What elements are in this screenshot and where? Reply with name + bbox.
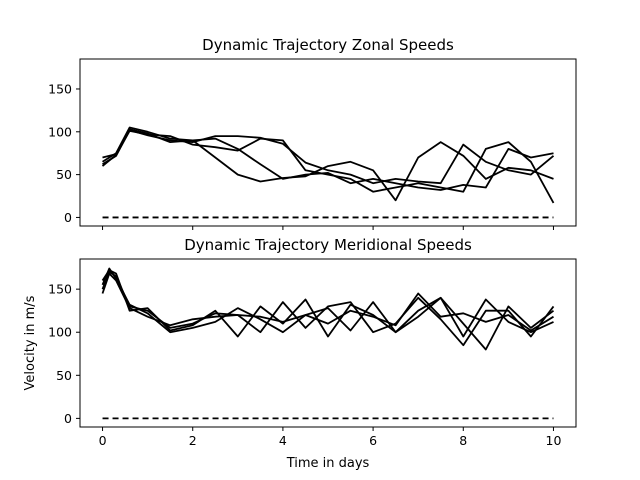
- trajectory-line-4: [101, 129, 555, 204]
- trajectory-line-3: [102, 128, 554, 202]
- x-tick-label: 6: [369, 433, 377, 448]
- zonal-plot-area: 0 50 100 150: [48, 81, 555, 230]
- zonal-speeds-panel: Dynamic Trajectory Zonal Speeds 0 50 100 15…: [48, 36, 577, 230]
- x-tick-label: 10: [546, 433, 562, 448]
- zonal-chart-title: Dynamic Trajectory Zonal Speeds: [202, 36, 454, 54]
- y-tick-label: 100: [48, 325, 72, 340]
- y-tick-label: 0: [64, 411, 72, 426]
- meridional-axes-frame: [79, 258, 577, 428]
- meridional-plot-area: 0 50 100 150 0 2 4 6 8 10: [48, 267, 562, 448]
- x-tick-label: 2: [189, 433, 197, 448]
- y-tick-label: 50: [56, 167, 72, 182]
- y-tick-label: 50: [56, 368, 72, 383]
- y-axis-label: Velocity in m/s: [23, 295, 38, 390]
- x-tick-label: 0: [99, 433, 107, 448]
- x-axis-label: Time in days: [286, 456, 370, 471]
- y-tick-label: 100: [48, 124, 72, 139]
- zonal-axes-frame: [79, 58, 577, 227]
- meridional-speeds-panel: Dynamic Trajectory Meridional Speeds 0 50…: [23, 236, 577, 471]
- y-tick-label: 150: [48, 282, 72, 297]
- y-tick-label: 0: [64, 210, 72, 225]
- trajectory-line-2: [101, 269, 555, 351]
- trajectory-line-4: [101, 267, 554, 334]
- x-tick-label: 4: [279, 433, 287, 448]
- y-tick-label: 150: [48, 81, 72, 96]
- x-tick-label: 8: [459, 433, 467, 448]
- meridional-chart-title: Dynamic Trajectory Meridional Speeds: [184, 236, 472, 254]
